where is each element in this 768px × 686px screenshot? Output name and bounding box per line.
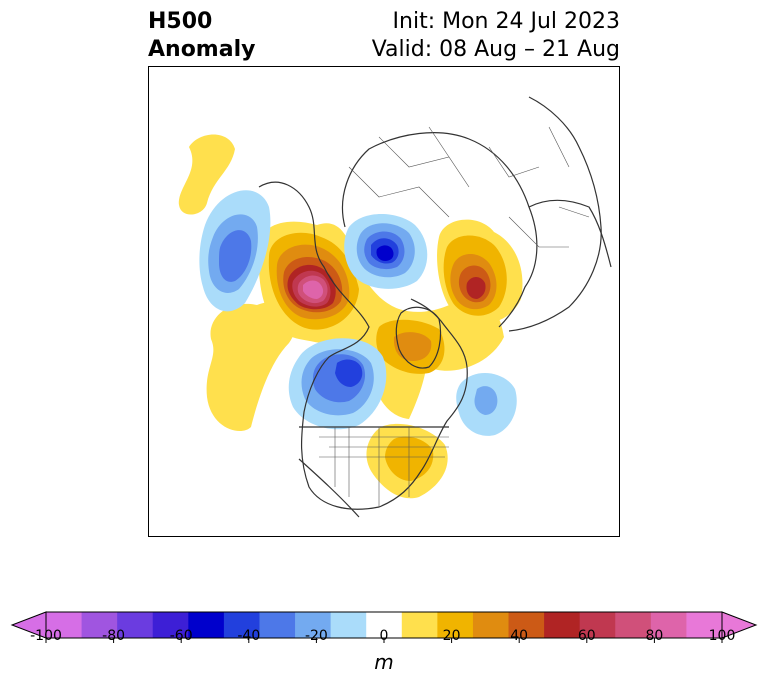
anomaly-region-arctic-strong (393, 332, 432, 361)
init-date: Init: Mon 24 Jul 2023 (392, 9, 620, 34)
title-variable: H500 (148, 9, 213, 34)
colorbar-swatch (223, 612, 260, 638)
border-lines-1 (319, 427, 449, 507)
border-lines-3 (348, 166, 569, 248)
anomaly-map (148, 66, 620, 537)
anomaly-region-eurasia-peak (466, 277, 486, 299)
colorbar-swatch (472, 612, 510, 638)
colorbar-tick-label: -20 (304, 628, 328, 644)
anomaly-region-canada-trough-core (335, 359, 363, 387)
greenland-coast (395, 306, 442, 369)
political-borders (319, 126, 590, 507)
mexico-outline (298, 458, 360, 518)
colorbar-swatch (508, 612, 545, 638)
anomaly-region-alaska-arc (178, 134, 235, 215)
eurasia-coast (341, 132, 538, 328)
colorbar-tick-label: 60 (577, 628, 596, 644)
anomaly-region-siberia-peak4 (303, 280, 324, 299)
anomaly-region-pacific-high (206, 301, 296, 432)
colorbar-swatch (437, 612, 474, 638)
colorbar-tick-label: -80 (102, 628, 126, 644)
colorbar-extend-high (721, 611, 758, 639)
anomaly-region-polar-low-core (376, 245, 394, 261)
coastlines (258, 96, 612, 518)
colorbar-swatch (366, 612, 403, 638)
map-dates: Init: Mon 24 Jul 2023 Valid: 08 Aug – 21… (372, 8, 620, 64)
valid-range: Valid: 08 Aug – 21 Aug (371, 37, 620, 62)
colorbar-swatch (188, 612, 225, 638)
colorbar-swatch (401, 612, 438, 638)
colorbar-unit: m (374, 650, 394, 674)
border-lines-2 (378, 126, 590, 218)
title-type: Anomaly (148, 37, 256, 62)
colorbar-swatch (686, 612, 723, 638)
colorbar-tick-label: -60 (169, 628, 193, 644)
colorbar-swatch (295, 612, 332, 638)
colorbar-tick-label: 40 (510, 628, 529, 644)
anomaly-map-canvas (178, 96, 612, 518)
colorbar-swatch (650, 612, 687, 638)
colorbar-swatch (544, 612, 581, 638)
colorbar-extend-low (10, 611, 47, 639)
strong-positive-fields (276, 244, 497, 361)
anomaly-region-alaska-trough-core (219, 230, 252, 282)
colorbar-tick-label: -40 (237, 628, 261, 644)
colorbar-tick-label: 0 (379, 628, 389, 644)
north-america-coast (258, 181, 468, 510)
colorbar-swatches (46, 612, 723, 638)
colorbar-swatch (259, 612, 296, 638)
colorbar-swatch (330, 612, 367, 638)
colorbar-tick-label: 100 (708, 628, 736, 644)
negative-anomaly-fields (199, 190, 517, 436)
colorbar (10, 611, 758, 643)
colorbar-swatch (579, 612, 616, 638)
colorbar-swatch (117, 612, 154, 638)
colorbar-swatch (152, 612, 189, 638)
anomaly-region-atlantic-low-core (474, 386, 498, 415)
colorbar-swatch (615, 612, 652, 638)
siberia-coast (508, 96, 602, 332)
east-asia-coast (528, 199, 612, 268)
colorbar-tick-label: -100 (30, 628, 62, 644)
colorbar-swatch (81, 612, 118, 638)
positive-anomaly-fields (178, 134, 523, 499)
colorbar-tick-label: 20 (442, 628, 461, 644)
map-title: H500 Anomaly (148, 8, 255, 64)
colorbar-swatch (46, 612, 83, 638)
colorbar-ticks (45, 638, 723, 643)
colorbar-tick-label: 80 (645, 628, 664, 644)
